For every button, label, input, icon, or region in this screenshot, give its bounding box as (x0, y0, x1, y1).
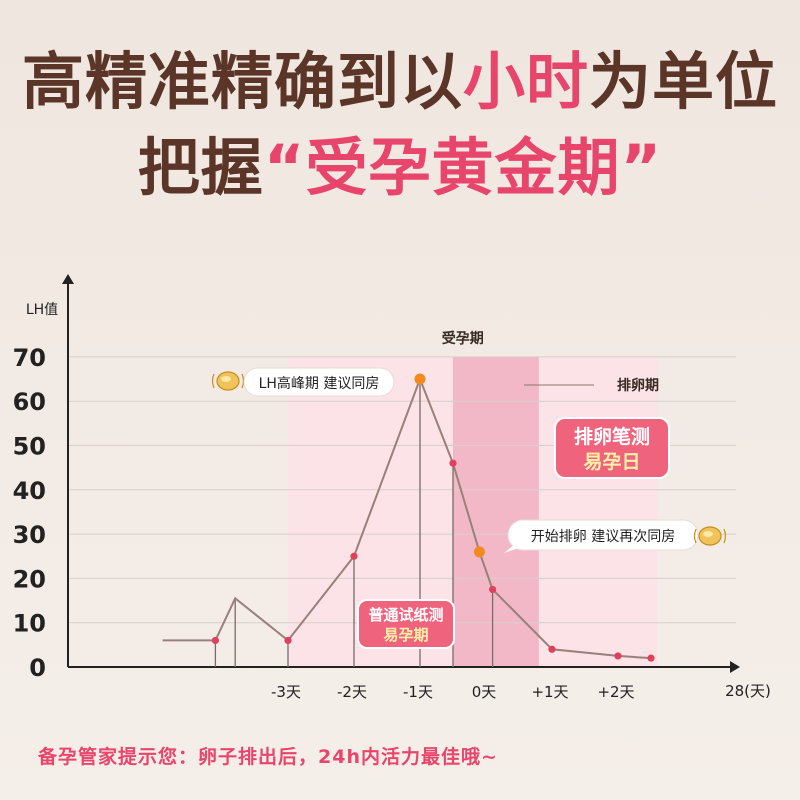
headline-text-end: 为单位 (589, 45, 779, 118)
data-point-highlight (414, 373, 426, 385)
strip-test-badge-line1: 普通试纸测 (368, 606, 443, 624)
y-tick-label: 50 (13, 433, 46, 461)
y-axis-label: LH值 (26, 302, 58, 318)
footer-tip: 备孕管家提示您：卵子排出后，24h内活力最佳哦~ (38, 746, 498, 768)
quote-open: “ (263, 131, 306, 204)
data-point (211, 636, 219, 645)
ovulation-band-label: 排卵期 (617, 377, 659, 394)
x-tick-label: -2天 (337, 683, 367, 701)
strip-test-badge (357, 599, 455, 649)
x-tick-label: +2天 (597, 683, 634, 701)
strip-test-badge-line2: 易孕期 (383, 626, 428, 644)
y-tick-label: 70 (13, 344, 46, 372)
bell-icon (693, 526, 727, 546)
peak-callout-text: LH高峰期 建议同房 (259, 375, 380, 392)
fertile-band-label: 受孕期 (442, 330, 484, 347)
data-point (489, 585, 497, 594)
headline-highlight: 小时 (462, 45, 589, 118)
y-tick-label: 30 (13, 521, 46, 549)
y-tick-label: 40 (13, 477, 46, 505)
peak-callout-bubble (243, 367, 395, 397)
y-tick-label: 10 (13, 610, 46, 638)
ovulation-callout-bubble (507, 519, 699, 551)
pen-test-badge (554, 417, 670, 479)
data-point-highlight (473, 546, 485, 558)
data-point (350, 552, 358, 560)
x-tick-label: 0天 (472, 683, 497, 701)
headline-line-1: 高精准精确到以小时为单位 (0, 44, 800, 120)
headline-text: 高精准精确到以 (21, 45, 463, 118)
headline-text: 把握 (137, 131, 264, 204)
lh-series-line (162, 376, 652, 660)
data-point (449, 459, 457, 467)
x-tick-label: -3天 (271, 683, 301, 701)
quote-close: ” (620, 131, 663, 204)
ovulation-callout-text: 开始排卵 建议再次同房 (531, 529, 675, 545)
headline-line-2: 把握“受孕黄金期” (0, 130, 800, 206)
y-tick-label: 60 (13, 388, 46, 416)
y-tick-label: 0 (29, 654, 46, 682)
data-point (614, 652, 622, 660)
x-tick-label: +1天 (531, 683, 568, 701)
ovulation-band (453, 356, 539, 667)
pen-test-badge-line2: 易孕日 (583, 451, 640, 473)
data-point (548, 645, 556, 653)
y-axis-arrow-icon (62, 274, 74, 284)
bell-icon (211, 371, 245, 391)
x-tick-label: -1天 (403, 683, 433, 701)
callout-tail (504, 545, 522, 553)
data-point (647, 654, 655, 662)
y-tick-label: 20 (13, 565, 46, 593)
x-axis-unit-label: 28(天) (725, 682, 771, 700)
headline-highlight: 受孕黄金期 (305, 131, 621, 204)
data-point (284, 636, 292, 645)
pen-test-badge-line1: 排卵笔测 (574, 425, 650, 448)
x-axis-arrow-icon (730, 661, 740, 673)
